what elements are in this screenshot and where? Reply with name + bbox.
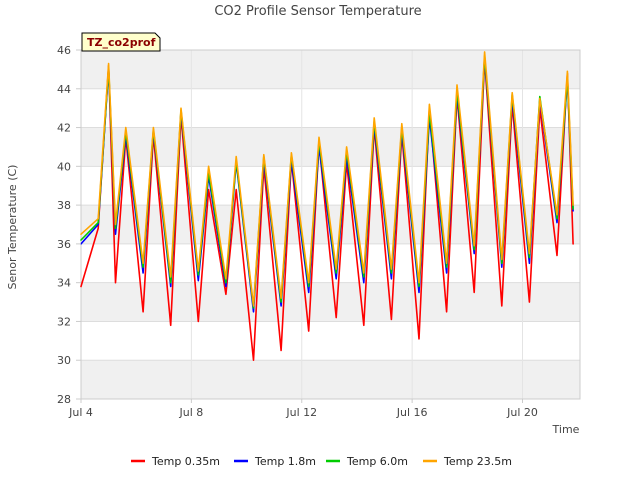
x-tick-label: Jul 12 [285,406,317,419]
grid-band [81,321,580,361]
y-tick-label: 46 [57,44,71,57]
y-tick-label: 32 [57,315,71,328]
legend-label: Temp 1.8m [254,455,316,468]
y-axis-title: Senor Temperature (C) [6,165,19,290]
y-tick-label: 38 [57,199,71,212]
x-tick-label: Jul 8 [178,406,203,419]
x-axis-ticks: Jul 4 Jul 8 Jul 12 Jul 16 Jul 20 [68,399,538,419]
y-tick-label: 44 [57,83,71,96]
series-line-4 [80,51,574,307]
legend-label: Temp 6.0m [346,455,408,468]
legend-label: Temp 0.35m [151,455,220,468]
grid-band [81,282,580,322]
chart-title: CO2 Profile Sensor Temperature [214,4,421,19]
grid-band [81,50,580,89]
grid-band [81,360,580,399]
site-tag-box [81,32,161,52]
legend-label: Temp 23.5m [443,455,512,468]
plot-area-border [80,49,581,400]
x-tick-label: Jul 16 [396,406,428,419]
site-tag-label: TZ_co2prof [87,36,156,49]
site-tag: TZ_co2prof [81,32,161,52]
y-tick-label: 42 [57,122,71,135]
grid-band [81,127,580,167]
x-tick-label: Jul 20 [506,406,538,419]
grid-band [81,88,580,128]
y-axis-ticks: 28 30 32 34 36 38 40 42 44 46 [57,44,81,406]
x-tick-label: Jul 4 [68,406,93,419]
series-lines [80,51,574,362]
y-tick-label: 34 [57,277,71,290]
y-tick-label: 36 [57,238,71,251]
y-tick-label: 40 [57,160,71,173]
y-tick-label: 28 [57,393,71,406]
x-axis-title: Time [552,423,580,436]
y-tick-label: 30 [57,354,71,367]
legend: Temp 0.35m Temp 1.8m Temp 6.0m Temp 23.5m [131,455,512,468]
series-line-1 [80,58,574,362]
